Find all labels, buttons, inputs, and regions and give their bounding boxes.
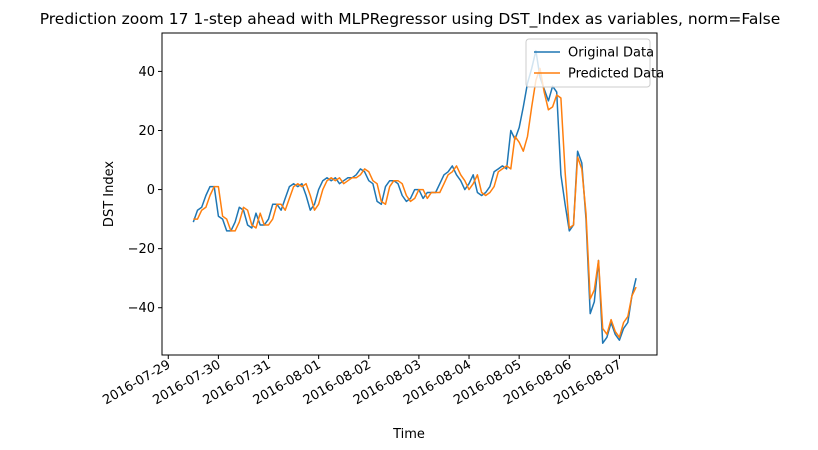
plot-frame <box>161 32 658 356</box>
y-tick-label: −40 <box>128 301 155 316</box>
y-tick-label: −20 <box>128 242 155 257</box>
chart-legend: Original Data Predicted Data <box>525 38 664 88</box>
y-tick-label: 0 <box>147 183 155 198</box>
legend-label: Predicted Data <box>568 67 664 82</box>
series-line-predicted-data <box>193 67 637 339</box>
y-tick-label: 40 <box>138 65 155 80</box>
plot-area: 40200−20−402016-07-292016-07-302016-07-3… <box>100 32 658 408</box>
chart-title: Prediction zoom 17 1-step ahead with MLP… <box>40 10 781 29</box>
y-tick-label: 20 <box>138 124 155 139</box>
x-axis-label: Time <box>392 427 425 442</box>
y-axis-label: DST Index <box>102 161 117 227</box>
legend-label: Original Data <box>568 46 654 61</box>
legend-box <box>525 38 651 88</box>
series-line-original-data <box>192 49 637 344</box>
